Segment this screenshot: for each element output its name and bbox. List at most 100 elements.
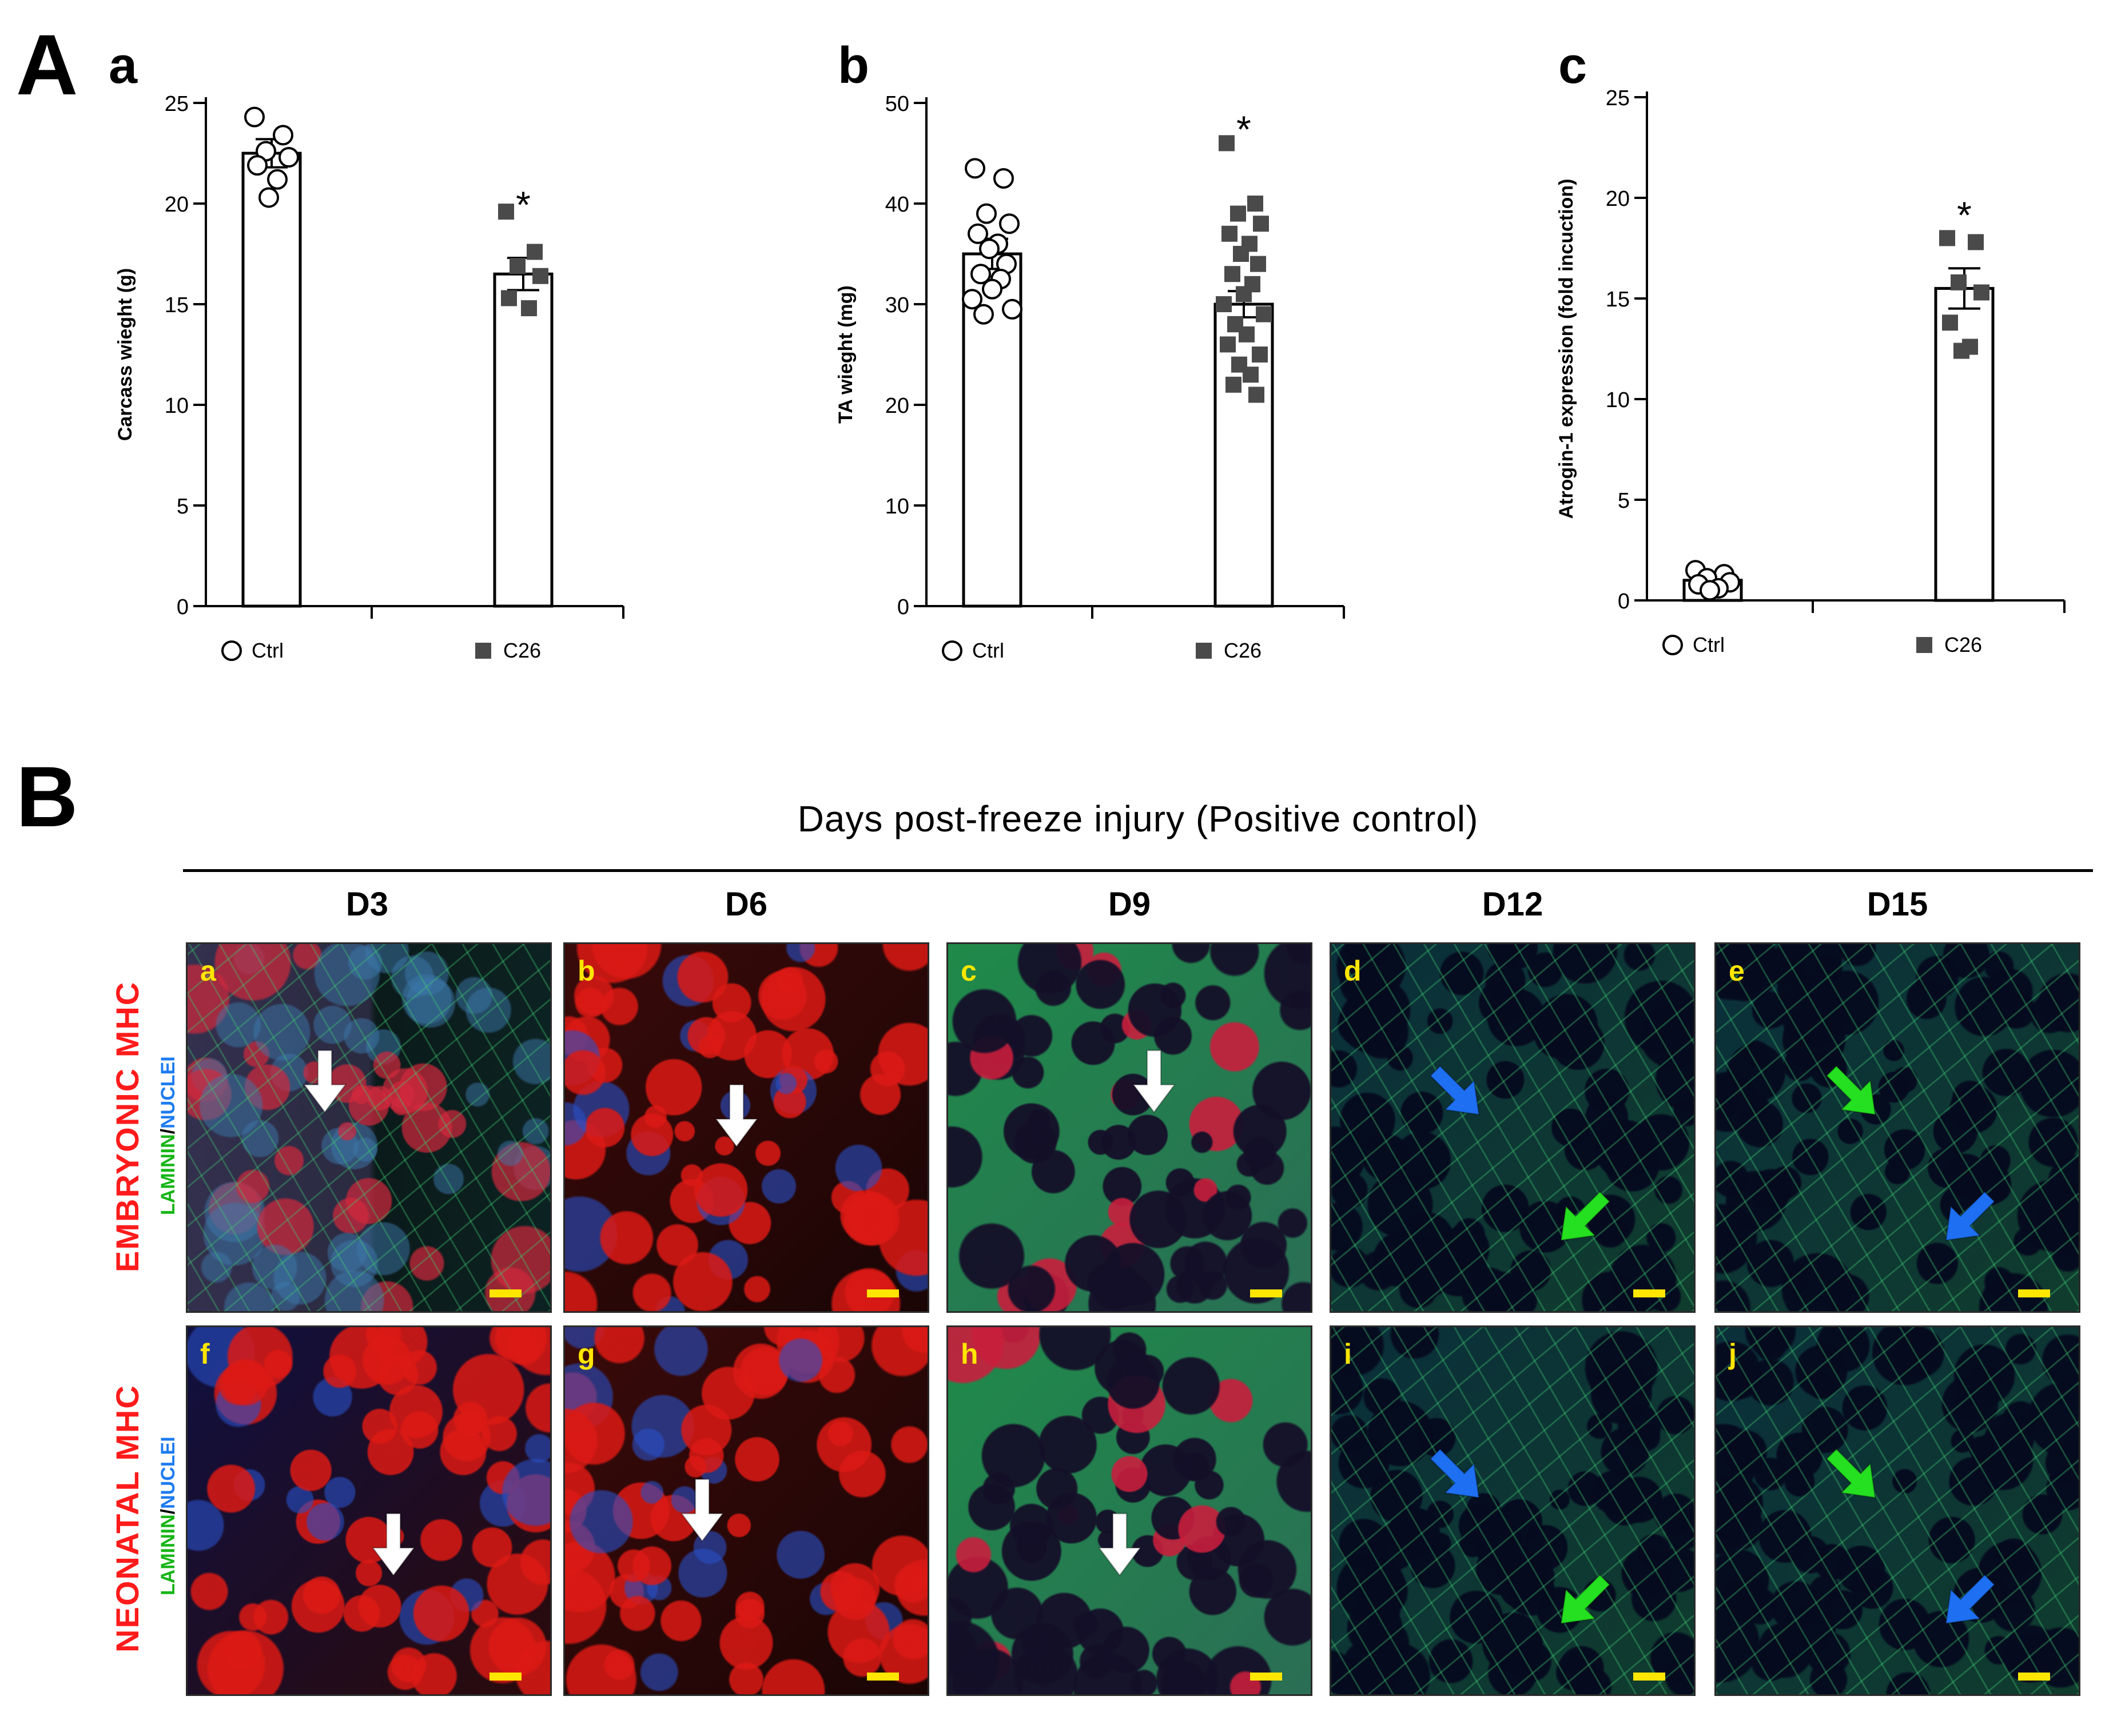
data-point bbox=[1225, 376, 1241, 393]
green-arrow-icon bbox=[1534, 1553, 1631, 1650]
y-tick-label: 25 bbox=[1606, 86, 1630, 110]
data-point bbox=[1233, 246, 1249, 262]
category-label: C26 bbox=[1944, 633, 1982, 656]
data-point bbox=[979, 238, 1000, 260]
data-point bbox=[1951, 274, 1967, 290]
micrograph-tag: i bbox=[1344, 1338, 1352, 1370]
green-arrow-icon bbox=[1805, 1044, 1902, 1141]
scale-bar bbox=[1250, 1673, 1282, 1681]
micrograph-tag: a bbox=[200, 955, 216, 987]
micrograph-a: a bbox=[186, 942, 552, 1313]
chart-svg: 0 5 10 15 20 25 Carcass wieght (g) Ctrl * C26 bbox=[114, 92, 624, 662]
micrograph-g: g bbox=[563, 1325, 929, 1696]
bar-c26 bbox=[1934, 286, 1995, 602]
legend-marker bbox=[221, 640, 242, 661]
bar-c26 bbox=[493, 272, 554, 608]
chart-atrogin-expression: 0 5 10 15 20 25 Atrogin-1 expression (fold inc… bbox=[1544, 74, 2116, 692]
data-point bbox=[247, 155, 268, 176]
data-point bbox=[1256, 306, 1272, 322]
bar-ctrl bbox=[241, 152, 302, 608]
data-point bbox=[1220, 336, 1236, 353]
white-arrow-icon bbox=[359, 1510, 428, 1579]
row-label-neonatal-title: NEONATAL MHC bbox=[109, 1384, 145, 1653]
column-head-d15: D15 bbox=[1867, 886, 1928, 923]
data-point bbox=[510, 258, 526, 274]
data-point bbox=[498, 204, 514, 220]
data-point bbox=[1221, 225, 1237, 242]
data-point bbox=[993, 168, 1014, 189]
y-tick-label: 50 bbox=[885, 92, 909, 116]
data-point bbox=[1973, 284, 1989, 301]
blue-arrow-icon bbox=[1408, 1427, 1506, 1524]
white-arrow-icon bbox=[668, 1476, 737, 1544]
y-tick-label: 5 bbox=[1618, 489, 1630, 513]
y-tick-label: 0 bbox=[1618, 590, 1630, 614]
legend-marker bbox=[942, 640, 962, 661]
chart-b-letter: b bbox=[838, 37, 869, 94]
y-tick-label: 0 bbox=[897, 595, 909, 619]
data-point bbox=[1230, 205, 1246, 222]
column-head-d3: D3 bbox=[345, 886, 389, 923]
blue-arrow-icon bbox=[1919, 1170, 2016, 1267]
chart-svg: 0 5 10 15 20 25 Atrogin-1 expression (fold inc… bbox=[1555, 86, 2066, 656]
data-point bbox=[962, 289, 982, 310]
data-point bbox=[521, 300, 537, 317]
y-tick-label: 0 bbox=[177, 595, 189, 619]
micrograph-tag: h bbox=[961, 1338, 978, 1370]
white-arrow-icon bbox=[291, 1047, 359, 1116]
data-point bbox=[1253, 216, 1269, 232]
data-point bbox=[968, 223, 988, 244]
data-point bbox=[244, 106, 265, 128]
data-point bbox=[982, 278, 1002, 300]
micrograph-tag: d bbox=[1344, 955, 1362, 987]
y-tick-label: 10 bbox=[165, 394, 189, 418]
micrograph-tag: f bbox=[200, 1338, 210, 1370]
legend-marker bbox=[1662, 635, 1683, 655]
blue-arrow-icon bbox=[1408, 1044, 1506, 1141]
category-label: Ctrl bbox=[972, 639, 1004, 662]
y-tick-label: 20 bbox=[885, 394, 909, 418]
data-point bbox=[1939, 230, 1955, 246]
micrograph-j: j bbox=[1714, 1325, 2080, 1696]
scale-bar bbox=[1250, 1289, 1282, 1297]
data-point bbox=[999, 213, 1020, 234]
data-point bbox=[273, 125, 293, 146]
data-point bbox=[973, 304, 994, 325]
stain-nuclei-label: NUCLEI bbox=[157, 1436, 179, 1509]
legend-marker bbox=[1916, 637, 1932, 653]
scale-bar bbox=[2018, 1289, 2050, 1297]
data-point bbox=[1236, 286, 1252, 302]
micrograph-tag: g bbox=[578, 1338, 595, 1370]
micrograph-b: b bbox=[563, 942, 929, 1313]
significance-marker: * bbox=[516, 184, 531, 226]
y-tick-label: 10 bbox=[1606, 388, 1630, 412]
stain-separator: / bbox=[157, 1508, 179, 1515]
row-label-embryonic-title: EMBRYONIC MHC bbox=[109, 981, 145, 1272]
chart-c-letter: c bbox=[1558, 37, 1587, 94]
data-point bbox=[965, 158, 985, 179]
data-point bbox=[1968, 234, 1984, 250]
data-point bbox=[1243, 367, 1259, 383]
chart-ta-weight: 0 10 20 30 40 50 TA wieght (mg) Ctrl * C26 bbox=[823, 80, 1395, 698]
row-label-embryonic-stains: LAMININ/NUCLEI bbox=[157, 1056, 180, 1215]
micrograph-tag: e bbox=[1729, 955, 1745, 987]
y-axis-label: Atrogin-1 expression (fold incuction) bbox=[1555, 178, 1577, 519]
row-label-embryonic: EMBRYONIC MHC bbox=[109, 981, 146, 1272]
panel-a-letter: A bbox=[16, 17, 78, 113]
days-header: Days post-freeze injury (Positive contro… bbox=[797, 798, 1479, 839]
data-point bbox=[532, 268, 548, 284]
chart-a-letter: a bbox=[109, 37, 138, 94]
scale-bar bbox=[490, 1673, 522, 1681]
data-point bbox=[1002, 298, 1022, 320]
y-tick-label: 5 bbox=[177, 495, 189, 519]
y-axis-label: TA wieght (mg) bbox=[835, 285, 857, 424]
stain-laminin-label: LAMININ bbox=[157, 1134, 179, 1215]
data-point bbox=[501, 290, 517, 306]
blue-arrow-icon bbox=[1919, 1553, 2016, 1650]
data-point bbox=[267, 169, 288, 190]
micrograph-h: h bbox=[946, 1325, 1312, 1696]
column-head-d9: D9 bbox=[1108, 886, 1151, 923]
data-point bbox=[1252, 347, 1268, 363]
scale-bar bbox=[1633, 1289, 1665, 1297]
data-point bbox=[1216, 296, 1232, 312]
